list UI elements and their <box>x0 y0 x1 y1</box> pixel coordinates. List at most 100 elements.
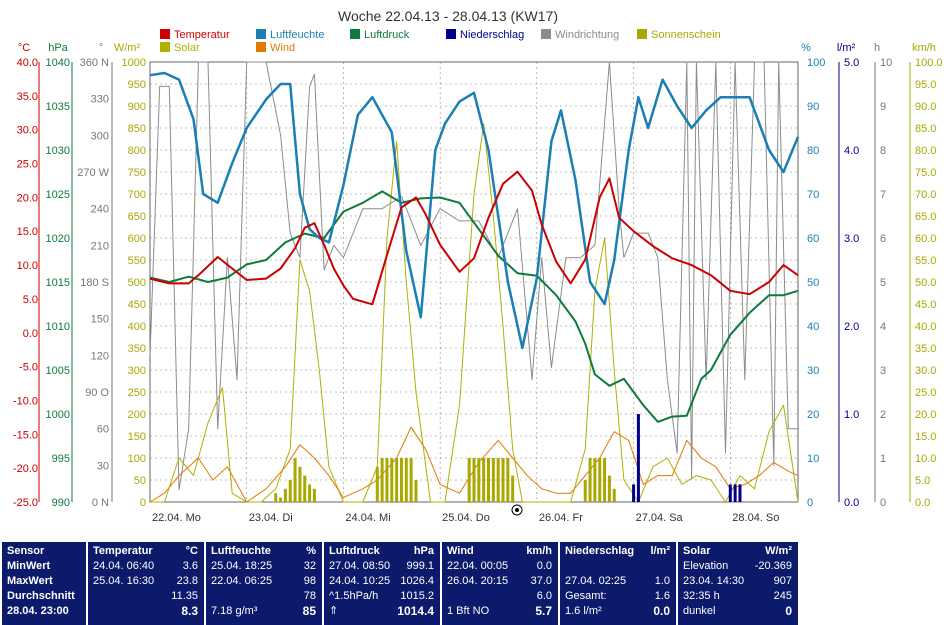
stats-panel: Sensor MinWert MaxWert Durchschnitt 28.04. 2… <box>0 538 950 625</box>
stats-label: 27.04. 08:50 <box>329 560 391 572</box>
stats-label: Elevation <box>683 560 729 572</box>
sunshine-bar <box>511 475 515 502</box>
axis-unit: % <box>801 42 811 54</box>
stats-row: 8.3 <box>93 605 198 618</box>
sunshine-bar <box>279 497 283 502</box>
legend-label: Temperatur <box>174 29 230 41</box>
series-wind <box>149 426 799 503</box>
axis-tick-temp: -5.0 <box>19 362 38 374</box>
sunshine-bar <box>308 484 312 502</box>
axis-tick-temp: 30.0 <box>17 125 38 137</box>
axis-tick-wind: 30.0 <box>915 365 936 377</box>
stats-row: 78 <box>211 590 316 603</box>
stats-row: 23.04. 14:30 907 <box>683 575 792 588</box>
sunshine-bar <box>482 458 486 502</box>
axis-tick-hum: 90 <box>807 101 819 113</box>
stats-header: Temperatur °C <box>93 545 198 558</box>
stats-value: 37.0 <box>530 575 552 587</box>
axis-tick-press: 1005 <box>46 365 70 377</box>
stats-label: 28.04. 23:00 <box>7 605 69 617</box>
weekly-weather-chart: Woche 22.04.13 - 28.04.13 (KW17) Tempera… <box>13 8 943 524</box>
axis-tick-wind: 70.0 <box>915 189 936 201</box>
stats-label: 24.04. 06:40 <box>93 560 155 572</box>
stats-row: 27.04. 08:50 999.1 <box>329 560 434 573</box>
sunshine-bar <box>612 488 616 502</box>
stats-label: Wind <box>447 545 474 557</box>
sunshine-bar <box>288 480 292 502</box>
stats-temperature: Temperatur °C 24.04. 06:40 3.6 25.04. 16:30 2… <box>88 542 204 625</box>
stats-value: 1014.4 <box>397 604 434 618</box>
stats-row: 22.04. 00:05 0.0 <box>447 560 552 573</box>
legend-swatch <box>350 29 360 39</box>
stats-header: Luftfeuchte% <box>211 545 316 558</box>
axis-tick-dir: 210 <box>91 240 109 252</box>
stats-label: Solar <box>683 545 711 557</box>
axis-tick-sun: 9 <box>880 101 886 113</box>
x-axis-labels: 22.04. Mo 23.04. Di 24.04. Mi 25.04. Do 26.0… <box>152 512 779 524</box>
sunshine-bar <box>409 458 413 502</box>
axis-tick-rain: 1.0 <box>844 409 859 421</box>
axis-tick-press: 1000 <box>46 409 70 421</box>
axis-tick-sun: 5 <box>880 277 886 289</box>
stats-header: Solar W/m² <box>683 545 792 558</box>
axis-tick-hum: 80 <box>807 145 819 157</box>
x-tick-label: 28.04. So <box>732 512 779 524</box>
sunshine-bar <box>298 466 302 502</box>
stats-header: Wind km/h <box>447 545 552 558</box>
stats-row: 1 Bft NO 5.7 <box>447 605 552 618</box>
legend-swatch <box>160 42 170 52</box>
stats-label: 25.04. 16:30 <box>93 575 155 587</box>
x-tick-label: 22.04. Mo <box>152 512 201 524</box>
axis-tick-temp: -20.0 <box>13 463 38 475</box>
stats-row: MinWert <box>7 560 80 573</box>
sunshine-bar <box>487 458 491 502</box>
stats-value: hPa <box>413 545 434 557</box>
axis-tick-hum: 0 <box>807 497 813 509</box>
stats-label: Luftfeuchte <box>211 545 271 557</box>
stats-value: 245 <box>773 590 792 602</box>
axis-tick-wind: 65.0 <box>915 211 936 223</box>
stats-label: 32:35 h <box>683 590 720 602</box>
axis-tick-wind: 40.0 <box>915 321 936 333</box>
axis-tick-wind: 75.0 <box>915 167 936 179</box>
axis-unit: km/h <box>912 42 936 54</box>
axis-tick-wind: 25.0 <box>915 387 936 399</box>
axis-tick-solar: 950 <box>128 79 146 91</box>
axis-tick-press: 1035 <box>46 101 70 113</box>
legend-label: Windrichtung <box>555 29 619 41</box>
axis-tick-hum: 70 <box>807 189 819 201</box>
axis-tick-solar: 500 <box>128 277 146 289</box>
axis-tick-temp: 20.0 <box>17 192 38 204</box>
stats-row: Gesamt: 1.6 <box>565 590 670 603</box>
stats-row <box>565 560 670 573</box>
axis-tick-wind: 90.0 <box>915 101 936 113</box>
legend-swatch <box>446 29 456 39</box>
chart-series <box>149 61 800 503</box>
axis-tick-solar: 250 <box>128 387 146 399</box>
stats-label: dunkel <box>683 605 716 617</box>
axis-tick-solar: 200 <box>128 409 146 421</box>
stats-label: Temperatur <box>93 545 153 557</box>
axis-tick-press: 990 <box>52 497 70 509</box>
axis-tick-dir: 150 <box>91 314 109 326</box>
legend-label: Solar <box>174 42 200 54</box>
rain-bar <box>636 414 640 502</box>
stats-label: 22.04. 00:05 <box>447 560 509 572</box>
stats-row: 24.04. 06:40 3.6 <box>93 560 198 573</box>
axis-tick-press: 1010 <box>46 321 70 333</box>
axis-tick-temp: 40.0 <box>17 57 38 69</box>
chart-legend: Temperatur Luftfeuchte Luftdruck Niederschl… <box>160 29 721 54</box>
stats-humidity: Luftfeuchte% 25.04. 18:25 32 22.04. 06:25 98… <box>206 542 322 625</box>
stats-value: % <box>306 545 316 557</box>
axis-tick-hum: 40 <box>807 321 819 333</box>
stats-value: 1015.2 <box>400 590 434 602</box>
axis-tick-temp: -10.0 <box>13 395 38 407</box>
stats-header: Niederschlag l/m² <box>565 545 670 558</box>
sunshine-bar <box>404 458 408 502</box>
stats-label: ^1.5hPa/h <box>329 590 379 602</box>
stats-value: km/h <box>526 545 552 557</box>
axis-tick-wind: 55.0 <box>915 255 936 267</box>
series-luftdruck <box>149 190 799 423</box>
axis-tick-rain: 0.0 <box>844 497 859 509</box>
series-solar <box>150 123 799 503</box>
